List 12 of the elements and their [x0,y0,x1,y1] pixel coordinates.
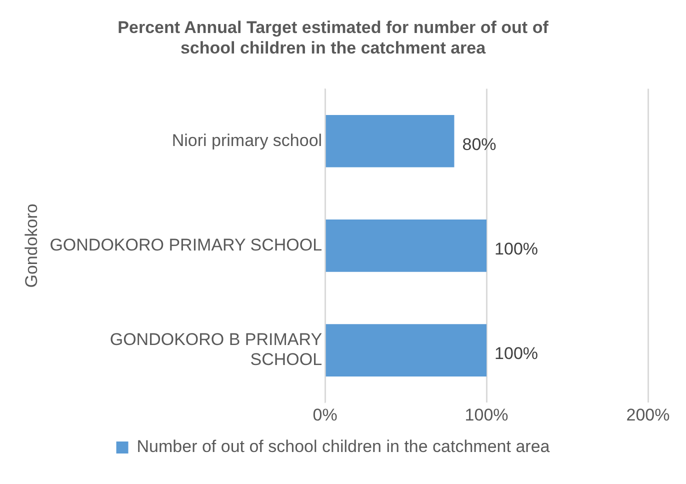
y-axis-title: Gondokoro [22,204,41,288]
y-tick-label: GONDOKORO B PRIMARY SCHOOL [110,330,322,370]
data-label: 100% [494,344,538,363]
data-label: 100% [494,239,538,258]
chart-title: Percent Annual Target estimated for number of out of school children in the catchment area [118,18,549,58]
x-tick-label: 200% [626,405,670,424]
y-tick-label: GONDOKORO PRIMARY SCHOOL [50,235,322,254]
x-tick-label: 0% [312,405,338,424]
legend-label: Number of out of school children in the catchment area [136,437,550,456]
x-tick-label: 100% [464,405,508,424]
data-label: 80% [462,134,496,154]
y-tick-label: Niori primary school [172,130,322,150]
